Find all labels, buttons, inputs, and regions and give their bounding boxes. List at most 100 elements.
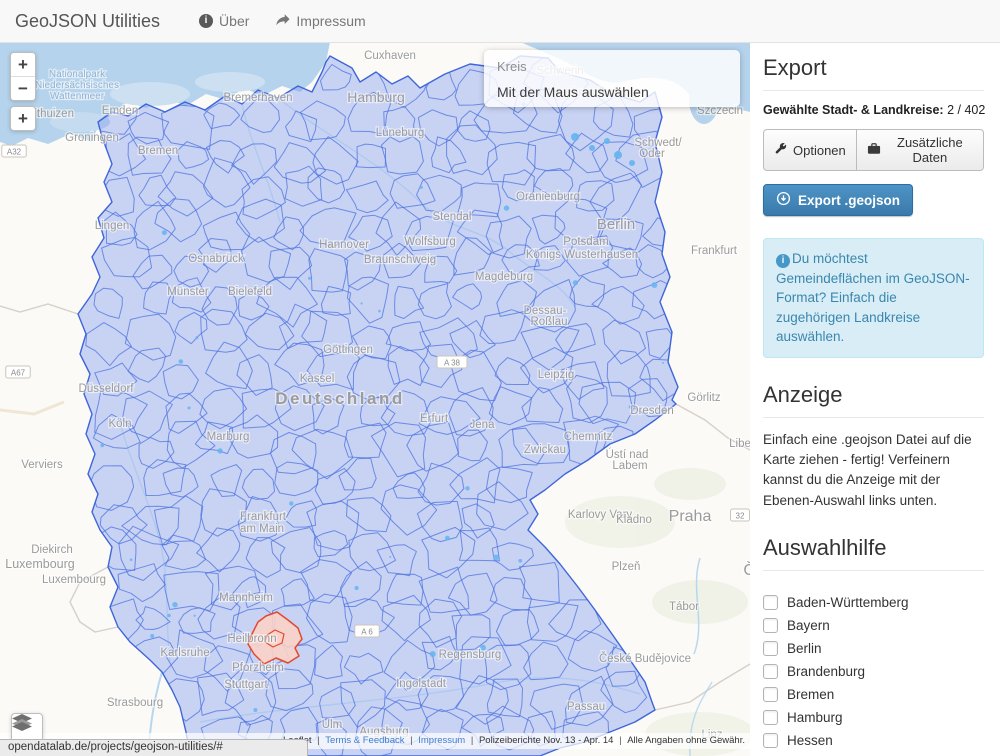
additional-data-button[interactable]: Zusätzliche Daten xyxy=(855,129,984,171)
map-label: Hamburg xyxy=(347,89,405,105)
checkbox-icon[interactable] xyxy=(763,617,778,633)
state-checkbox-hessen[interactable]: Hessen xyxy=(763,732,984,748)
selected-count-line: Gewählte Stadt- & Landkreise: 2 / 402 xyxy=(763,103,986,117)
dropdown-item-maus-auswaehlen[interactable]: Mit der Maus auswählen xyxy=(497,84,649,100)
download-icon xyxy=(776,191,791,209)
checkbox-icon[interactable] xyxy=(763,732,778,748)
map-label: Lüneburg xyxy=(376,127,425,139)
nav-item-label: Impressum xyxy=(296,13,366,29)
state-checkbox-berlin[interactable]: Berlin xyxy=(763,640,984,656)
nav-item-ueber[interactable]: i Über xyxy=(199,13,249,29)
sidebar: Export Gewählte Stadt- & Landkreise: 2 /… xyxy=(750,42,1000,756)
nav-item-impressum[interactable]: Impressum xyxy=(275,13,366,30)
map-label: Lingen xyxy=(95,220,130,232)
germany-selection-overlay xyxy=(78,56,678,756)
layers-control[interactable] xyxy=(11,713,43,742)
map-label: Oranienburg xyxy=(516,191,580,203)
map-label: Leipzig xyxy=(538,369,574,381)
state-checkbox-baden-w-rttemberg[interactable]: Baden-Württemberg xyxy=(763,594,984,610)
state-checkbox-label: Hamburg xyxy=(787,709,843,725)
map-label: Passau xyxy=(567,701,605,713)
checkbox-icon[interactable] xyxy=(763,663,778,679)
map-label: Heilbronn xyxy=(227,633,276,645)
auswahlhilfe-heading: Auswahlhilfe xyxy=(763,535,984,571)
attribution-link[interactable]: Impressum xyxy=(418,735,466,746)
map-label: Karlsruhe xyxy=(160,647,209,659)
navbar: GeoJSON Utilities i Über Impressum xyxy=(0,0,1000,43)
additional-data-button-label: Zusätzliche Daten xyxy=(897,135,963,165)
selected-count-value: 2 / 402 xyxy=(947,103,986,117)
state-checkbox-list: Baden-Württemberg Bayern Berlin Brandenburg… xyxy=(763,594,984,756)
map-label: Frankfurt xyxy=(240,511,287,523)
map-label: Kladno xyxy=(616,514,652,526)
map-label: Regensburg xyxy=(439,649,502,661)
svg-text:A67: A67 xyxy=(11,369,26,378)
map-label: Magdeburg xyxy=(475,271,533,283)
state-checkbox-hamburg[interactable]: Hamburg xyxy=(763,709,984,725)
attribution-text: Polizeiberichte Nov. 13 - Apr. 14 xyxy=(478,735,614,746)
checkbox-icon[interactable] xyxy=(763,594,778,610)
attribution-text: Alle Angaben ohne Gewähr. xyxy=(627,735,745,746)
kreis-dropdown: Kreis Mit der Maus auswählen xyxy=(484,50,740,107)
map-label: Wattenmeer xyxy=(50,91,105,102)
map-label: Dresden xyxy=(630,405,673,417)
map-label: Ústí nad xyxy=(606,448,649,461)
anzeige-text: Einfach eine .geojson Datei auf die Kart… xyxy=(763,431,972,508)
state-checkbox-label: Bremen xyxy=(787,686,835,702)
dropdown-header: Kreis xyxy=(497,59,527,74)
checkbox-icon[interactable] xyxy=(763,686,778,702)
checkbox-icon[interactable] xyxy=(763,709,778,725)
map-label: Verviers xyxy=(21,459,63,471)
map-label: Strasbourg xyxy=(107,697,163,709)
map-label: Niedersächsisches xyxy=(35,80,119,91)
map-label: Luxembourg xyxy=(42,574,106,586)
map-label: Diekirch xyxy=(31,544,73,556)
zoom-in-button[interactable]: + xyxy=(11,53,35,76)
map-label: Tábor xyxy=(669,601,699,613)
map-label: Praha xyxy=(669,508,712,525)
state-checkbox-brandenburg[interactable]: Brandenburg xyxy=(763,663,984,679)
attribution-link[interactable]: Terms & Feedback xyxy=(325,735,405,746)
map-label: Stuttgart xyxy=(224,679,268,691)
map-label: Berlin xyxy=(597,216,635,233)
map-label: Szczecin xyxy=(697,105,743,117)
app-brand[interactable]: GeoJSON Utilities xyxy=(15,10,161,31)
map-label: Chemnitz xyxy=(564,431,613,443)
wrench-icon xyxy=(774,142,787,158)
zoom-control: + − xyxy=(10,52,36,101)
zoom-out-button[interactable]: − xyxy=(11,76,35,100)
map-label: Uithuizen xyxy=(26,108,74,120)
map-container: A32 A67 A 38 A 6 32 Nationalpark Niedersächsi… xyxy=(0,42,750,756)
checkbox-icon[interactable] xyxy=(763,640,778,656)
map-label: Stendal xyxy=(432,211,471,223)
state-checkbox-label: Hessen xyxy=(787,732,833,748)
road-badges: A32 A67 A 38 A 6 32 xyxy=(1,144,750,638)
map-label: Zwickau xyxy=(524,444,566,456)
selected-count-label: Gewählte Stadt- & Landkreise: xyxy=(763,103,944,117)
map-label: Cuxhaven xyxy=(364,50,416,62)
map-label: Marburg xyxy=(207,431,250,443)
map-label: Frankfurt xyxy=(691,245,738,257)
expand-button[interactable]: + xyxy=(11,107,35,130)
export-options-group: Optionen Zusätzliche Daten xyxy=(763,129,984,171)
selected-districts-heilbronn[interactable] xyxy=(247,611,303,665)
map-label: Königs Wusterhausen xyxy=(526,249,638,261)
map-label: České Budějovice xyxy=(599,652,691,665)
district-borders xyxy=(85,56,678,756)
state-checkbox-bremen[interactable]: Bremen xyxy=(763,686,984,702)
options-button[interactable]: Optionen xyxy=(763,129,857,171)
map-label: Groningen xyxy=(65,132,119,144)
anzeige-heading: Anzeige xyxy=(763,382,984,418)
map-label: Bielefeld xyxy=(228,286,272,298)
state-checkbox-bayern[interactable]: Bayern xyxy=(763,617,984,633)
map-label: Ulm xyxy=(322,719,342,731)
map-canvas[interactable]: A32 A67 A 38 A 6 32 NationalparkNiedersächsi… xyxy=(0,42,750,756)
state-checkbox-label: Baden-Württemberg xyxy=(787,594,909,610)
map-label: Oder xyxy=(639,148,665,160)
export-geojson-button[interactable]: Export .geojson xyxy=(763,184,914,216)
map-label: Ingolstadt xyxy=(396,678,447,690)
map-label: Schwedt/ xyxy=(634,137,682,149)
map-label: Bremerhaven xyxy=(223,92,292,104)
